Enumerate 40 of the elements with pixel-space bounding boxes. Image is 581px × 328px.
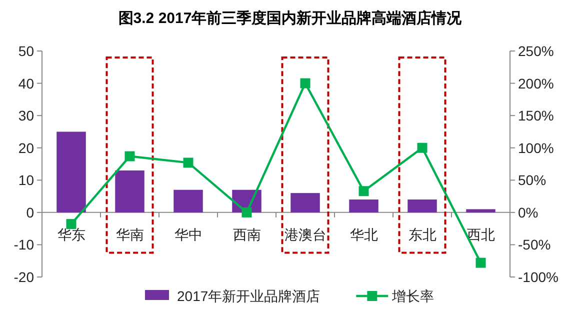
y2-tick-label: 0% bbox=[518, 204, 538, 220]
y-tick-label: -20 bbox=[14, 269, 34, 285]
point bbox=[242, 207, 252, 218]
x-tick-label: 华东 bbox=[57, 226, 86, 242]
x-tick-label: 华北 bbox=[350, 226, 378, 242]
y-tick-label: 10 bbox=[18, 172, 34, 188]
bar bbox=[115, 170, 144, 212]
x-tick-label: 西南 bbox=[232, 226, 261, 242]
chart-title: 图3.2 2017年前三季度国内新开业品牌高端酒店情况 bbox=[118, 9, 463, 27]
x-tick-label: 港澳台 bbox=[284, 226, 326, 242]
y2-tick-label: 50% bbox=[518, 172, 546, 188]
point bbox=[183, 158, 194, 168]
point bbox=[124, 151, 135, 162]
y2-tick-label: 200% bbox=[518, 75, 554, 92]
point bbox=[476, 258, 486, 268]
bar bbox=[466, 209, 496, 212]
x-tick-label: 华中 bbox=[174, 226, 202, 242]
y-tick-label: 30 bbox=[18, 108, 34, 124]
bar bbox=[56, 132, 86, 212]
y2-tick-label: -50% bbox=[518, 236, 551, 253]
point bbox=[300, 78, 310, 88]
y2-tick-label: 100% bbox=[518, 140, 554, 156]
y2-tick-label: 150% bbox=[518, 108, 554, 124]
y-tick-label: 50 bbox=[18, 43, 34, 59]
y-tick-label: -10 bbox=[14, 236, 34, 253]
y2-tick-label: -100% bbox=[518, 269, 558, 285]
x-tick-label: 东北 bbox=[408, 226, 436, 242]
bar bbox=[174, 190, 203, 212]
legend-label: 2017年新开业品牌酒店 bbox=[177, 288, 320, 304]
y-tick-label: 20 bbox=[18, 140, 34, 156]
bar bbox=[408, 200, 437, 212]
y-tick-label: 40 bbox=[18, 75, 34, 92]
point bbox=[358, 186, 369, 196]
bar bbox=[349, 200, 378, 212]
x-tick-label: 华南 bbox=[116, 226, 144, 242]
y2-tick-label: 250% bbox=[518, 43, 554, 59]
y-tick-label: 0 bbox=[26, 204, 34, 220]
bar bbox=[290, 193, 320, 212]
point bbox=[417, 142, 428, 153]
legend-label: 增长率 bbox=[391, 288, 434, 304]
